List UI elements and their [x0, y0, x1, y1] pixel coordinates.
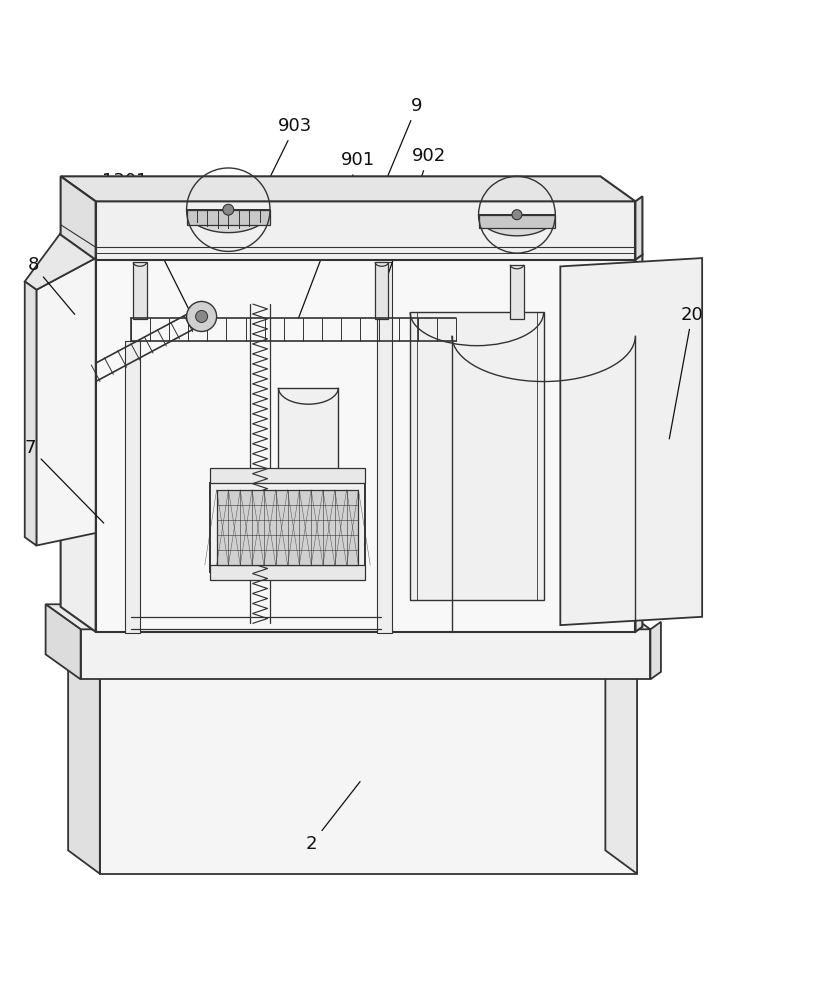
Text: 901: 901 [298, 151, 375, 318]
Polygon shape [635, 196, 642, 260]
Circle shape [222, 204, 233, 215]
Text: 1301: 1301 [102, 172, 190, 312]
Polygon shape [95, 201, 635, 260]
Text: 9: 9 [375, 97, 422, 204]
Text: 902: 902 [385, 147, 445, 280]
Polygon shape [80, 629, 650, 679]
Polygon shape [45, 604, 650, 629]
Polygon shape [68, 652, 636, 675]
Circle shape [186, 301, 217, 331]
Bar [375, 262, 388, 319]
Text: 7: 7 [25, 439, 104, 523]
Bar [478, 215, 554, 228]
Circle shape [196, 310, 207, 322]
Bar [210, 468, 364, 483]
Polygon shape [650, 622, 660, 679]
Bar [376, 262, 391, 633]
Polygon shape [604, 652, 636, 874]
Polygon shape [60, 233, 635, 258]
Polygon shape [186, 210, 270, 233]
Bar [133, 262, 146, 319]
Polygon shape [25, 233, 95, 290]
Bar [210, 565, 364, 580]
Polygon shape [635, 253, 642, 632]
Polygon shape [478, 215, 554, 236]
Text: 20: 20 [669, 306, 703, 439]
Polygon shape [45, 604, 80, 679]
Text: 2: 2 [306, 782, 359, 853]
Polygon shape [60, 233, 95, 632]
Polygon shape [99, 675, 636, 874]
Bar [278, 388, 338, 490]
Bar [217, 490, 358, 565]
Polygon shape [37, 258, 95, 546]
Polygon shape [25, 281, 37, 546]
Bar [186, 210, 270, 225]
Bar [410, 312, 543, 600]
Circle shape [512, 210, 522, 220]
Polygon shape [95, 258, 635, 632]
Bar [125, 341, 140, 633]
Bar [510, 265, 523, 319]
Text: 8: 8 [28, 256, 74, 314]
Polygon shape [60, 176, 635, 201]
Text: 903: 903 [248, 117, 312, 221]
Polygon shape [559, 258, 701, 625]
Polygon shape [60, 176, 95, 260]
Polygon shape [68, 652, 99, 874]
Bar [210, 483, 364, 572]
